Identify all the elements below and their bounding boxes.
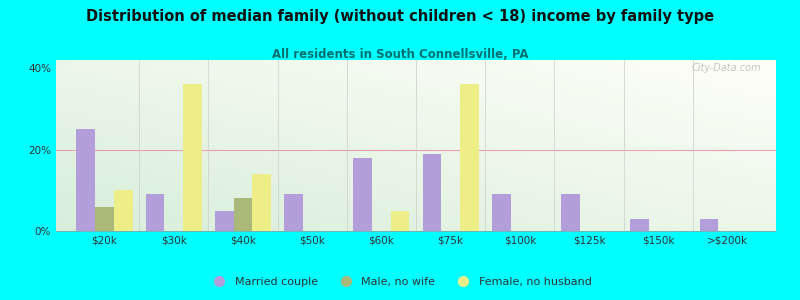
Bar bbox=[460, 84, 478, 231]
Bar bbox=[354, 158, 372, 231]
Legend: Married couple, Male, no wife, Female, no husband: Married couple, Male, no wife, Female, n… bbox=[204, 273, 596, 291]
Bar bbox=[95, 207, 114, 231]
Bar bbox=[390, 211, 410, 231]
Bar bbox=[215, 211, 234, 231]
Bar bbox=[492, 194, 510, 231]
Bar bbox=[114, 190, 133, 231]
Bar bbox=[146, 194, 164, 231]
Bar bbox=[252, 174, 271, 231]
Text: Distribution of median family (without children < 18) income by family type: Distribution of median family (without c… bbox=[86, 9, 714, 24]
Bar bbox=[561, 194, 580, 231]
Bar bbox=[699, 219, 718, 231]
Bar bbox=[630, 219, 649, 231]
Bar bbox=[284, 194, 303, 231]
Bar bbox=[234, 198, 252, 231]
Bar bbox=[183, 84, 202, 231]
Text: All residents in South Connellsville, PA: All residents in South Connellsville, PA bbox=[272, 48, 528, 61]
Text: City-Data.com: City-Data.com bbox=[692, 63, 762, 74]
Bar bbox=[422, 154, 442, 231]
Bar bbox=[77, 129, 95, 231]
